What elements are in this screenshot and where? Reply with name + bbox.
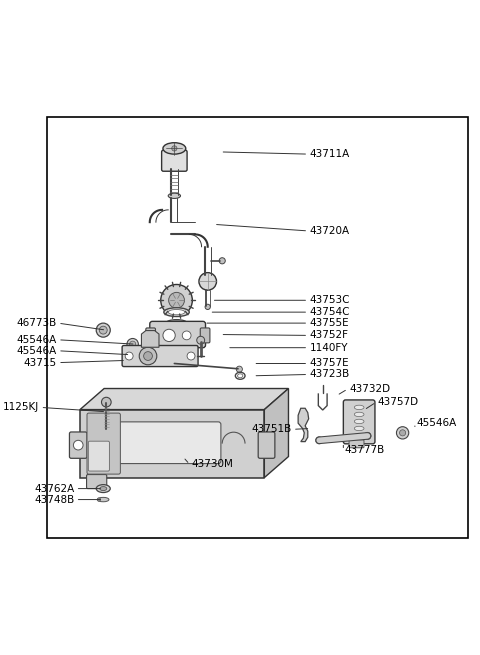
Circle shape bbox=[130, 341, 136, 347]
Text: 43720A: 43720A bbox=[310, 226, 349, 236]
Ellipse shape bbox=[168, 193, 180, 198]
Ellipse shape bbox=[100, 487, 107, 491]
Circle shape bbox=[219, 257, 225, 264]
FancyBboxPatch shape bbox=[87, 413, 120, 474]
Circle shape bbox=[73, 440, 83, 450]
Text: 45546A: 45546A bbox=[16, 346, 57, 356]
Text: 43732D: 43732D bbox=[349, 384, 390, 394]
Text: 43754C: 43754C bbox=[310, 307, 350, 317]
Circle shape bbox=[182, 331, 191, 340]
Polygon shape bbox=[142, 331, 159, 347]
FancyBboxPatch shape bbox=[70, 432, 87, 458]
Circle shape bbox=[163, 329, 175, 341]
Text: 43751B: 43751B bbox=[252, 424, 291, 434]
Text: 43757D: 43757D bbox=[378, 397, 419, 407]
Circle shape bbox=[99, 326, 107, 334]
Circle shape bbox=[122, 349, 134, 360]
Circle shape bbox=[168, 292, 184, 309]
Circle shape bbox=[101, 398, 111, 407]
FancyBboxPatch shape bbox=[200, 328, 210, 343]
Circle shape bbox=[127, 339, 138, 350]
Circle shape bbox=[197, 336, 204, 344]
Ellipse shape bbox=[168, 310, 185, 315]
Ellipse shape bbox=[354, 405, 364, 409]
Polygon shape bbox=[298, 408, 309, 441]
Ellipse shape bbox=[354, 419, 364, 424]
Ellipse shape bbox=[96, 485, 110, 493]
Circle shape bbox=[144, 352, 153, 360]
Circle shape bbox=[396, 426, 409, 439]
Polygon shape bbox=[264, 388, 288, 477]
Text: 46773B: 46773B bbox=[16, 318, 57, 328]
Text: 43753C: 43753C bbox=[310, 295, 350, 305]
Circle shape bbox=[125, 352, 132, 358]
Circle shape bbox=[139, 347, 157, 365]
Circle shape bbox=[172, 146, 177, 151]
Text: 45546A: 45546A bbox=[416, 418, 456, 428]
Circle shape bbox=[316, 437, 323, 444]
Text: 1140FY: 1140FY bbox=[310, 343, 348, 352]
Text: 43715: 43715 bbox=[24, 358, 57, 367]
FancyBboxPatch shape bbox=[349, 440, 364, 448]
Circle shape bbox=[205, 304, 210, 310]
FancyBboxPatch shape bbox=[117, 422, 221, 464]
Text: 43748B: 43748B bbox=[34, 495, 74, 504]
Circle shape bbox=[96, 323, 110, 337]
FancyBboxPatch shape bbox=[146, 328, 156, 343]
Circle shape bbox=[199, 272, 216, 290]
Ellipse shape bbox=[354, 426, 364, 430]
FancyBboxPatch shape bbox=[80, 409, 264, 477]
Text: 43777B: 43777B bbox=[345, 445, 385, 455]
Ellipse shape bbox=[97, 497, 109, 502]
Text: 43752F: 43752F bbox=[310, 330, 348, 341]
Circle shape bbox=[236, 366, 242, 372]
Ellipse shape bbox=[164, 308, 189, 316]
Text: 45546A: 45546A bbox=[16, 335, 57, 345]
FancyBboxPatch shape bbox=[162, 150, 187, 171]
Polygon shape bbox=[80, 388, 288, 409]
Ellipse shape bbox=[354, 412, 364, 417]
Text: 43757E: 43757E bbox=[310, 358, 349, 369]
Text: 43755E: 43755E bbox=[310, 318, 349, 328]
FancyBboxPatch shape bbox=[122, 345, 198, 367]
FancyBboxPatch shape bbox=[86, 474, 107, 489]
Text: 43762A: 43762A bbox=[34, 483, 74, 494]
Text: 43723B: 43723B bbox=[310, 369, 350, 379]
Text: 43711A: 43711A bbox=[310, 149, 350, 159]
Circle shape bbox=[187, 352, 195, 360]
Circle shape bbox=[161, 284, 192, 316]
FancyBboxPatch shape bbox=[343, 400, 375, 444]
Text: 1125KJ: 1125KJ bbox=[3, 402, 39, 413]
Ellipse shape bbox=[163, 143, 186, 154]
FancyBboxPatch shape bbox=[150, 322, 205, 348]
Circle shape bbox=[97, 498, 101, 501]
Circle shape bbox=[125, 352, 133, 360]
FancyBboxPatch shape bbox=[88, 441, 109, 471]
Ellipse shape bbox=[170, 321, 183, 326]
Text: 43730M: 43730M bbox=[191, 459, 233, 470]
Ellipse shape bbox=[354, 434, 364, 438]
Circle shape bbox=[399, 430, 406, 436]
FancyBboxPatch shape bbox=[258, 432, 275, 458]
Ellipse shape bbox=[166, 320, 187, 327]
Circle shape bbox=[364, 432, 371, 440]
